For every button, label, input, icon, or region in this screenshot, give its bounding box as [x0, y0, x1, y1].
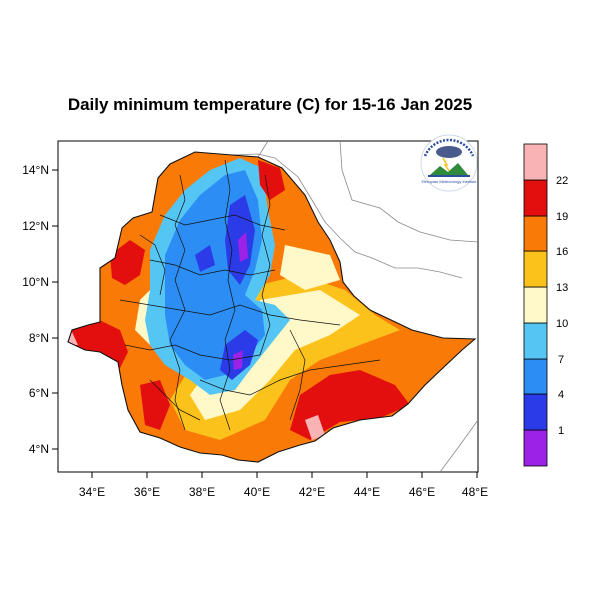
- colorbar-swatch: [523, 143, 548, 181]
- colorbar-swatch: [523, 393, 548, 431]
- colorbar-label: 4: [558, 389, 564, 401]
- colorbar-swatch: [523, 215, 548, 252]
- y-tick-label: 4°N: [29, 442, 49, 456]
- colorbar-label: 16: [556, 246, 568, 258]
- y-tick-label: 6°N: [29, 386, 49, 400]
- map-title: Daily minimum temperature (C) for 15-16 …: [67, 95, 473, 114]
- colorbar-label: 10: [556, 318, 568, 330]
- colorbar: 1 4 7 10 13 16 19 22: [523, 143, 568, 467]
- x-tick-label: 44°E: [354, 485, 380, 499]
- y-axis: [52, 169, 58, 450]
- colorbar-swatch: [523, 429, 548, 467]
- x-tick-label: 48°E: [462, 485, 488, 499]
- logo-caption: Ethiopian Meteorology Institute: [422, 179, 478, 184]
- colorbar-label: 1: [558, 425, 564, 437]
- x-tick-labels: 34°E 36°E 38°E 40°E 42°E 44°E 46°E 48°E: [79, 485, 488, 499]
- x-tick-label: 40°E: [244, 485, 270, 499]
- x-tick-label: 36°E: [134, 485, 160, 499]
- x-tick-label: 34°E: [79, 485, 105, 499]
- colorbar-swatch: [523, 286, 548, 324]
- colorbar-label: 7: [558, 354, 564, 366]
- colorbar-swatch: [523, 179, 548, 217]
- colorbar-swatch: [523, 250, 548, 288]
- colorbar-label: 13: [556, 282, 568, 294]
- colorbar-swatch: [523, 358, 548, 395]
- colorbar-label: 19: [556, 211, 568, 223]
- y-tick-label: 10°N: [22, 275, 49, 289]
- colorbar-swatch: [523, 322, 548, 360]
- institute-logo: Ethiopian Meteorology Institute: [420, 134, 478, 192]
- y-tick-labels: 14°N 12°N 10°N 8°N 6°N 4°N: [22, 163, 49, 456]
- neighbor-borders: [231, 140, 479, 473]
- admin-borders: [67, 151, 477, 463]
- x-axis: [91, 472, 478, 478]
- y-tick-label: 12°N: [22, 219, 49, 233]
- y-tick-label: 14°N: [22, 163, 49, 177]
- x-tick-label: 38°E: [189, 485, 215, 499]
- x-tick-label: 46°E: [409, 485, 435, 499]
- y-tick-label: 8°N: [29, 331, 49, 345]
- colorbar-label: 22: [556, 175, 568, 187]
- x-tick-label: 42°E: [299, 485, 325, 499]
